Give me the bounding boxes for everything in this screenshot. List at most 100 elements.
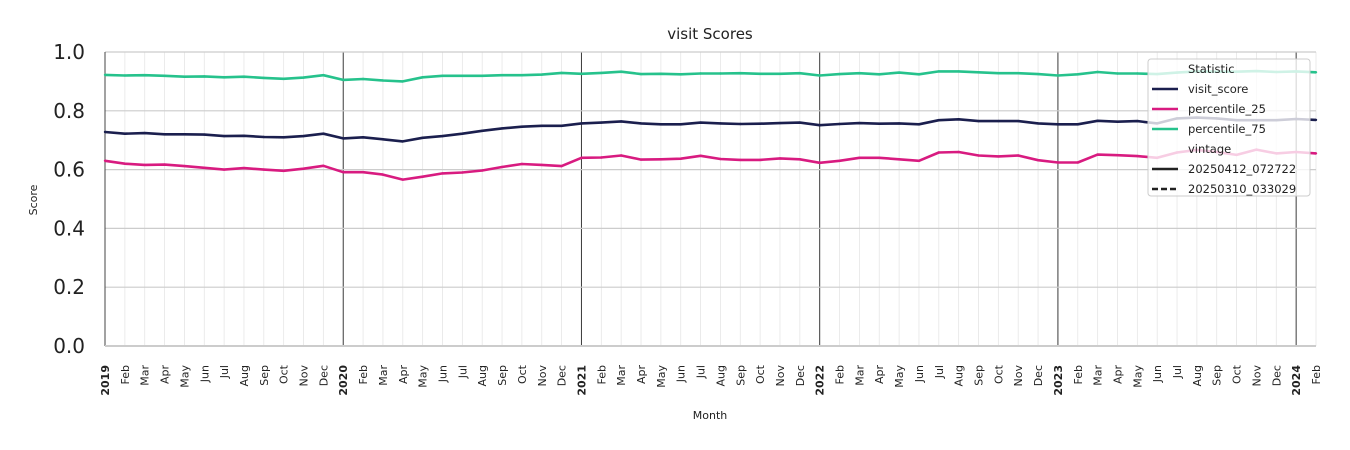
x-tick-label: Mar	[1092, 365, 1105, 386]
data-point	[441, 74, 444, 78]
y-tick-label: 1.0	[53, 40, 85, 64]
data-point	[1116, 120, 1119, 123]
x-tick-label: Sep	[1211, 365, 1224, 386]
data-point	[1314, 71, 1318, 74]
data-point	[123, 162, 127, 165]
data-point	[520, 74, 524, 77]
data-point	[679, 157, 682, 160]
data-point	[520, 125, 524, 128]
data-point	[600, 156, 603, 159]
x-tick-label: May	[655, 365, 668, 388]
data-point	[520, 162, 524, 166]
data-point	[1136, 154, 1139, 158]
data-point	[917, 159, 921, 162]
data-point	[897, 71, 901, 74]
data-point	[997, 119, 1000, 123]
data-point	[203, 133, 206, 136]
data-point	[361, 136, 365, 139]
data-point	[1096, 153, 1099, 156]
x-tick-label: May	[417, 365, 430, 388]
x-tick-label: Jul	[218, 365, 231, 379]
y-tick-label: 0.2	[53, 275, 85, 299]
data-point	[421, 175, 424, 178]
data-point	[143, 74, 146, 77]
legend-title: vintage	[1188, 142, 1231, 156]
x-tick-label: Mar	[615, 365, 628, 386]
series-lines	[103, 69, 1318, 181]
x-tick-label: Jul	[1171, 365, 1184, 379]
data-point	[719, 72, 722, 75]
data-point	[540, 124, 543, 128]
data-point	[758, 158, 762, 162]
data-point	[381, 138, 385, 141]
series-line-visit_score	[104, 116, 1317, 143]
data-point	[620, 120, 623, 123]
data-point	[500, 74, 504, 77]
data-point	[461, 171, 464, 174]
x-tick-label: Sep	[496, 365, 509, 386]
x-tick-label: Feb	[119, 365, 132, 384]
x-tick-label: Feb	[595, 365, 608, 384]
data-point	[540, 163, 543, 167]
data-point	[1096, 119, 1099, 123]
data-point	[322, 164, 325, 167]
x-tick-label: 2023	[1052, 365, 1065, 396]
data-point	[699, 154, 702, 157]
data-point	[342, 171, 345, 174]
data-point	[322, 74, 325, 77]
data-point	[1076, 73, 1080, 76]
legend-title: Statistic	[1188, 62, 1235, 76]
x-tick-label: Dec	[1270, 365, 1283, 386]
data-point	[977, 119, 980, 123]
data-point	[481, 169, 484, 172]
x-tick-label: Feb	[1072, 365, 1085, 384]
data-point	[560, 164, 563, 168]
axes	[104, 52, 1316, 347]
legend-label: visit_score	[1188, 82, 1248, 96]
data-point	[262, 135, 265, 139]
data-point	[203, 75, 206, 78]
data-point	[302, 134, 305, 138]
x-tick-labels: 2019 Feb Mar Apr May Jun Jul Aug Sep Oct Nov Dec 202…	[99, 364, 1323, 395]
legend-label: 20250310_033029	[1188, 182, 1296, 196]
x-tick-label: Jun	[675, 365, 688, 383]
data-point	[381, 79, 385, 82]
data-point	[242, 75, 246, 78]
data-point	[1056, 161, 1060, 164]
data-point	[838, 122, 841, 126]
data-point	[580, 156, 583, 159]
data-point	[838, 72, 841, 76]
x-tick-label: Sep	[734, 365, 747, 386]
x-tick-label: Sep	[973, 365, 986, 386]
data-point	[1056, 123, 1060, 126]
x-tick-label: Oct	[516, 364, 529, 384]
data-point	[997, 72, 1000, 75]
data-point	[858, 72, 861, 75]
data-point	[878, 122, 881, 125]
data-point	[778, 121, 782, 125]
series-line-percentile_25	[104, 148, 1317, 181]
chart-title: visit Scores	[667, 25, 753, 43]
data-point	[798, 72, 801, 75]
x-tick-label: 2021	[575, 365, 588, 396]
data-point	[282, 136, 285, 139]
x-tick-label: May	[178, 365, 191, 388]
data-point	[421, 136, 424, 139]
x-axis-label: Month	[693, 409, 728, 422]
data-point	[1076, 123, 1080, 126]
data-point	[421, 76, 424, 79]
data-point	[143, 163, 146, 167]
data-point	[878, 156, 881, 159]
data-point	[1314, 152, 1318, 155]
y-tick-label: 0.8	[53, 99, 85, 123]
legend-label: percentile_25	[1188, 102, 1266, 116]
data-point	[897, 122, 901, 125]
data-point	[123, 74, 127, 77]
x-tick-label: 2019	[99, 365, 112, 396]
x-tick-label: Nov	[536, 365, 549, 387]
data-point	[719, 122, 722, 125]
data-point	[1017, 119, 1020, 123]
data-point	[1017, 72, 1020, 75]
data-point	[103, 73, 107, 77]
data-point	[739, 72, 742, 75]
